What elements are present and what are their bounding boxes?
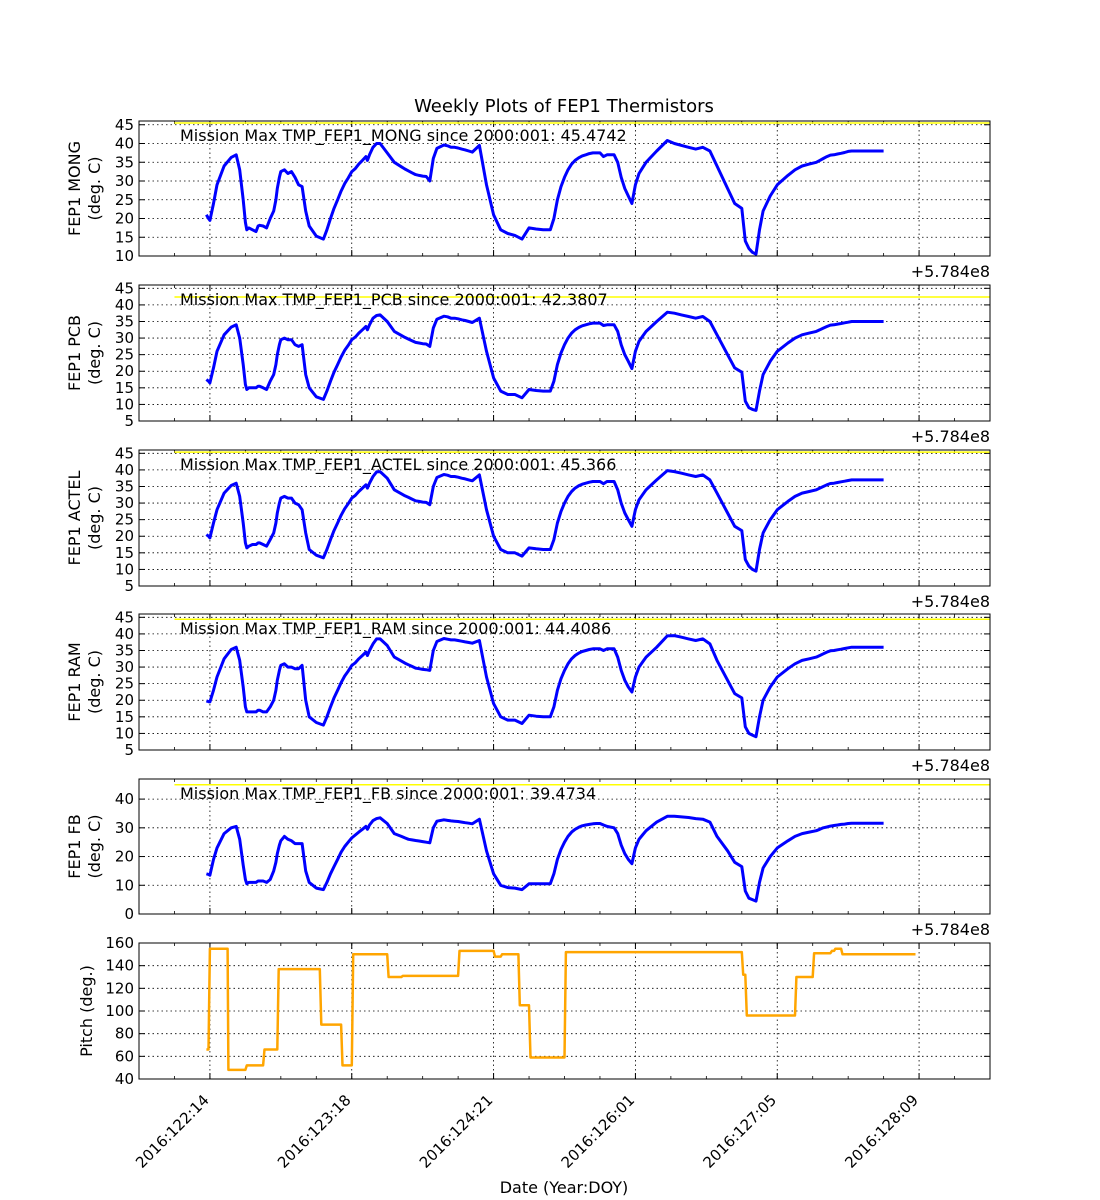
y-tick-label: 30 [115, 172, 134, 190]
y-tick-label: 100 [105, 1002, 134, 1020]
y-tick-label: 10 [115, 876, 134, 894]
temperature-series-line [205, 139, 884, 256]
x-offset-label: +5.784e8 [911, 427, 990, 446]
y-axis-label: FEP1 RAM [65, 642, 84, 721]
temperature-series-line [205, 310, 884, 412]
panel-pitch: 40 60 80 100 120 140 160 Pitch (deg.) [77, 934, 991, 1088]
y-tick-label: 20 [115, 848, 134, 866]
y-tick-label: 35 [115, 641, 134, 659]
y-tick-label: 80 [115, 1025, 134, 1043]
axes-frame [138, 942, 991, 1080]
y-tick-label: 40 [115, 135, 134, 153]
y-tick-label: 40 [115, 1070, 134, 1088]
y-tick-label: 40 [115, 790, 134, 808]
y-tick-label: 45 [115, 608, 134, 626]
y-tick-label: 25 [115, 346, 134, 364]
y-tick-label: 40 [115, 461, 134, 479]
y-tick-label: 15 [115, 379, 134, 397]
y-tick-label: 25 [115, 675, 134, 693]
temperature-series-line [205, 469, 884, 573]
figure-title: Weekly Plots of FEP1 Thermistors [414, 96, 714, 117]
axes-frame [138, 613, 991, 751]
y-tick-label: 10 [115, 724, 134, 742]
y-tick-label: 10 [115, 247, 134, 265]
y-tick-label: 5 [124, 412, 134, 430]
temperature-series-line [205, 814, 884, 903]
x-offset-label: +5.784e8 [911, 592, 990, 611]
x-offset-label: +5.784e8 [911, 262, 990, 281]
y-tick-label: 30 [115, 329, 134, 347]
y-axis-label: FEP1 PCB [65, 315, 84, 391]
y-tick-label: 140 [105, 957, 134, 975]
y-tick-label: 0 [124, 905, 134, 923]
y-tick-label: 15 [115, 544, 134, 562]
y-tick-label: 40 [115, 625, 134, 643]
y-tick-label: 45 [115, 116, 134, 134]
axes-frame [138, 778, 991, 915]
y-tick-label: 20 [115, 527, 134, 545]
y-tick-label: 10 [115, 395, 134, 413]
y-tick-label: 35 [115, 153, 134, 171]
x-offset-label: +5.784e8 [911, 756, 990, 775]
pitch-series-line [206, 947, 916, 1072]
y-tick-label: 20 [115, 691, 134, 709]
y-axis-label: (deg. C) [85, 486, 104, 550]
y-tick-label: 30 [115, 494, 134, 512]
x-offset-label: +5.784e8 [911, 920, 990, 939]
y-tick-label: 45 [115, 444, 134, 462]
y-axis-label: (deg. C) [85, 157, 104, 221]
mission-max-annotation: Mission Max TMP_FEP1_RAM since 2000:001:… [180, 619, 611, 639]
x-axis-label: Date (Year:DOY) [500, 1178, 629, 1197]
y-axis-label: (deg. C) [85, 650, 104, 714]
y-tick-label: 5 [124, 577, 134, 595]
axes-frame [138, 449, 991, 587]
y-tick-label: 40 [115, 296, 134, 314]
mission-max-annotation: Mission Max TMP_FEP1_ACTEL since 2000:00… [180, 455, 616, 475]
y-tick-label: 25 [115, 511, 134, 529]
y-axis-label: FEP1 MONG [65, 141, 84, 236]
y-tick-label: 15 [115, 708, 134, 726]
y-tick-label: 35 [115, 477, 134, 495]
y-tick-label: 45 [115, 279, 134, 297]
y-axis-label: FEP1 ACTEL [65, 470, 84, 565]
y-tick-label: 30 [115, 658, 134, 676]
y-axis-label: (deg. C) [85, 321, 104, 385]
y-tick-label: 10 [115, 560, 134, 578]
y-tick-label: 160 [105, 934, 134, 952]
axes-frame [138, 120, 991, 257]
y-tick-label: 35 [115, 312, 134, 330]
y-tick-label: 20 [115, 362, 134, 380]
panel-fb: 0 10 20 30 40 Mission Max TMP_FEP1_FB since 2… [65, 778, 991, 939]
y-tick-label: 5 [124, 741, 134, 759]
y-tick-label: 25 [115, 191, 134, 209]
axes-frame [138, 284, 991, 422]
temperature-series-line [205, 634, 884, 739]
mission-max-annotation: Mission Max TMP_FEP1_FB since 2000:001: … [180, 784, 596, 804]
y-axis-label: (deg. C) [85, 815, 104, 879]
y-axis-label: FEP1 FB [65, 814, 84, 878]
y-axis-label: Pitch (deg.) [77, 965, 96, 1057]
y-tick-label: 15 [115, 228, 134, 246]
mission-max-annotation: Mission Max TMP_FEP1_MONG since 2000:001… [180, 126, 627, 146]
y-tick-label: 60 [115, 1047, 134, 1065]
y-tick-label: 120 [105, 979, 134, 997]
mission-max-annotation: Mission Max TMP_FEP1_PCB since 2000:001:… [180, 290, 608, 310]
y-tick-label: 30 [115, 819, 134, 837]
y-tick-label: 20 [115, 210, 134, 228]
